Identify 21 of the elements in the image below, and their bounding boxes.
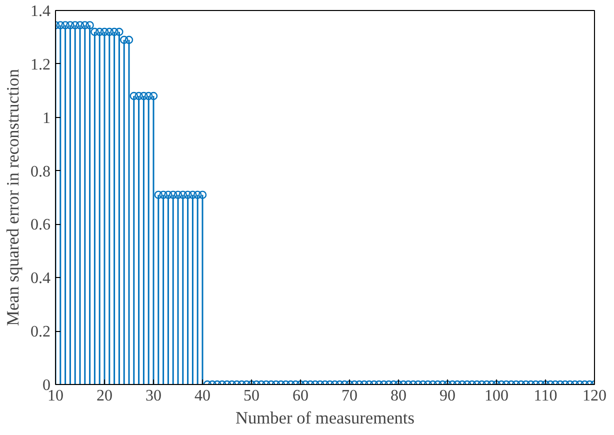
x-tick-label: 100: [484, 388, 508, 404]
x-tick-label: 60: [292, 388, 308, 404]
x-tick-label: 90: [440, 388, 456, 404]
y-axis-title: Mean squared error in reconstruction: [4, 68, 22, 326]
x-tick-label: 110: [534, 388, 558, 404]
y-tick-label: 0.8: [30, 163, 50, 180]
x-tick-label: 80: [390, 388, 406, 404]
y-tick-label: 1: [42, 110, 50, 127]
y-tick-label: 0.6: [30, 216, 50, 234]
y-tick-label: 0.2: [30, 324, 50, 341]
y-tick-label: 0: [42, 377, 50, 394]
y-tick-label: 1.4: [30, 3, 50, 20]
x-tick-label: 40: [194, 388, 210, 404]
x-tick-label: 70: [342, 388, 358, 404]
x-tick-label: 50: [244, 388, 260, 404]
y-tick-label: 1.2: [30, 56, 50, 74]
x-tick-label: 120: [582, 388, 606, 404]
x-axis-title: Number of measurements: [236, 408, 415, 428]
y-tick-label: 0.4: [30, 270, 50, 288]
x-tick-label: 30: [146, 388, 162, 404]
x-tick-label: 20: [96, 388, 112, 404]
